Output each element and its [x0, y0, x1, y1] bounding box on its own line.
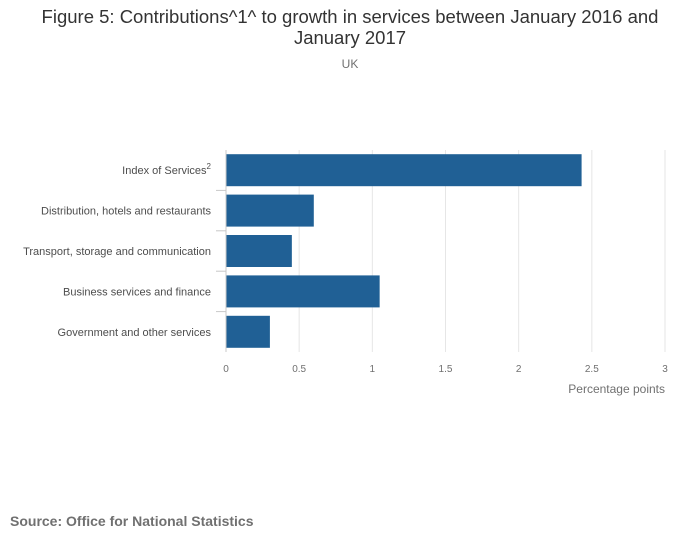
bar [226, 275, 380, 308]
x-axis-tick-labels: 0 0.5 1 1.5 2 2.5 3 [223, 364, 668, 375]
category-label-superscript: 2 [207, 162, 212, 171]
bar [226, 194, 314, 227]
chart-subtitle: UK [341, 57, 359, 71]
chart-title: Figure 5: Contributions^1^ to growth in … [41, 6, 659, 48]
x-tick-label: 0.5 [292, 364, 306, 375]
x-tick-label: 1.5 [439, 364, 453, 375]
x-tick-label: 0 [223, 364, 229, 375]
category-label-text: Index of Services [122, 165, 207, 177]
x-axis-title: Percentage points [568, 382, 665, 396]
category-label: Distribution, hotels and restaurants [41, 206, 211, 218]
category-label-text: Transport, storage and communication [23, 246, 211, 258]
category-label: Business services and finance [63, 286, 211, 298]
y-axis-ticks [216, 189, 226, 313]
category-label-text: Distribution, hotels and restaurants [41, 206, 211, 218]
category-label: Transport, storage and communication [23, 246, 211, 258]
source-note: Source: Office for National Statistics [10, 513, 254, 529]
category-labels: Index of Services2 Distribution, hotels a… [23, 162, 211, 339]
category-label-text: Business services and finance [63, 286, 211, 298]
bar [226, 154, 582, 187]
bars [226, 154, 582, 348]
bar [226, 235, 292, 267]
category-label: Government and other services [58, 327, 212, 339]
x-tick-label: 3 [662, 364, 668, 375]
x-tick-label: 1 [370, 364, 376, 375]
x-tick-label: 2 [516, 364, 522, 375]
bar [226, 315, 270, 348]
x-tick-label: 2.5 [585, 364, 599, 375]
category-label-text: Government and other services [58, 327, 212, 339]
category-label: Index of Services2 [122, 162, 211, 177]
